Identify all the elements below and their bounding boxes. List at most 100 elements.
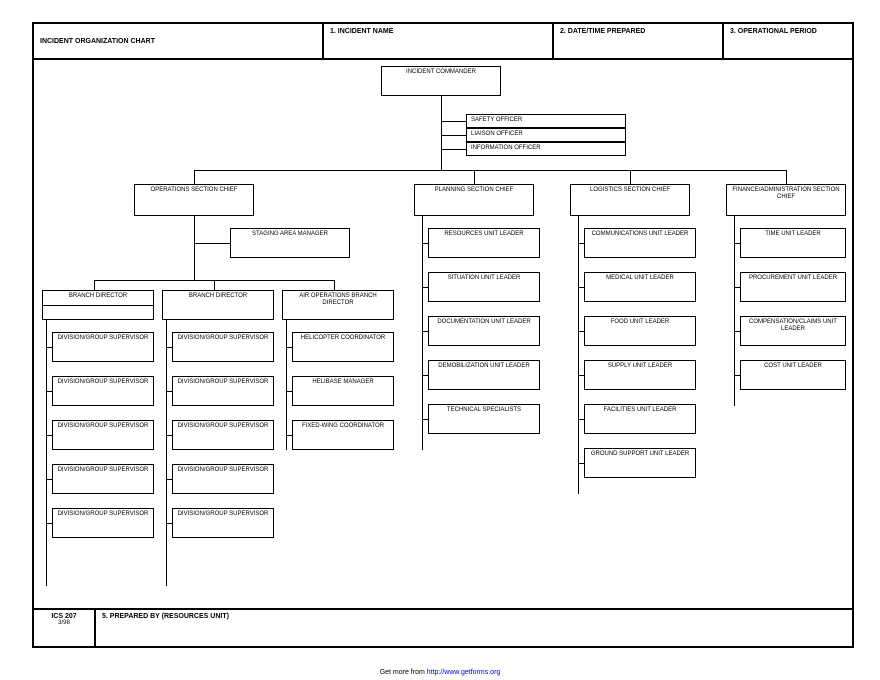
- box-demob: DEMOBILIZATION UNIT LEADER: [428, 360, 540, 390]
- box-finance-chief: FINANCE/ADMINISTRATION SECTION CHIEF: [726, 184, 846, 216]
- box-div-1-1: DIVISION/GROUP SUPERVISOR: [52, 332, 154, 362]
- lbl-procurement: PROCUREMENT UNIT LEADER: [743, 275, 843, 282]
- caption-prefix: Get more from: [380, 669, 427, 676]
- box-cost: COST UNIT LEADER: [740, 360, 846, 390]
- connector: [46, 523, 52, 524]
- box-div-2-4: DIVISION/GROUP SUPERVISOR: [172, 464, 274, 494]
- connector: [734, 375, 740, 376]
- box-heli-coord: HELICOPTER COORDINATOR: [292, 332, 394, 362]
- lbl-air-ops: AIR OPERATIONS BRANCH DIRECTOR: [285, 293, 391, 307]
- page-caption: Get more from http://www.getforms.org: [0, 669, 880, 676]
- lbl-tech: TECHNICAL SPECIALISTS: [431, 407, 537, 414]
- caption-link[interactable]: http://www.getforms.org: [427, 669, 501, 676]
- lbl-branch-dir-1: BRANCH DIRECTOR: [45, 293, 151, 300]
- connector: [46, 347, 52, 348]
- box-div-1-4: DIVISION/GROUP SUPERVISOR: [52, 464, 154, 494]
- box-div-2-2: DIVISION/GROUP SUPERVISOR: [172, 376, 274, 406]
- connector: [441, 135, 466, 136]
- connector: [94, 280, 95, 290]
- connector: [578, 375, 584, 376]
- box-incident-commander: INCIDENT COMMANDER: [381, 66, 501, 96]
- lbl-div: DIVISION/GROUP SUPERVISOR: [55, 467, 151, 474]
- connector: [422, 243, 428, 244]
- box-tech: TECHNICAL SPECIALISTS: [428, 404, 540, 434]
- connector: [734, 216, 735, 406]
- connector: [286, 391, 292, 392]
- lbl-fixed-wing: FIXED-WING COORDINATOR: [295, 423, 391, 430]
- box-information-officer: INFORMATION OFFICER: [466, 142, 626, 156]
- lbl-planning-chief: PLANNING SECTION CHIEF: [417, 187, 531, 194]
- box-food: FOOD UNIT LEADER: [584, 316, 696, 346]
- box-div-2-5: DIVISION/GROUP SUPERVISOR: [172, 508, 274, 538]
- connector: [578, 287, 584, 288]
- box-liaison-officer: LIAISON OFFICER: [466, 128, 626, 142]
- lbl-facilities: FACILITIES UNIT LEADER: [587, 407, 693, 414]
- lbl-food: FOOD UNIT LEADER: [587, 319, 693, 326]
- box-div-1-3: DIVISION/GROUP SUPERVISOR: [52, 420, 154, 450]
- lbl-ops-chief: OPERATIONS SECTION CHIEF: [137, 187, 251, 194]
- connector: [422, 419, 428, 420]
- field-incident-name: 1. INCIDENT NAME: [324, 24, 554, 58]
- lbl-logistics-chief: LOGISTICS SECTION CHIEF: [573, 187, 687, 194]
- box-div-2-3: DIVISION/GROUP SUPERVISOR: [172, 420, 274, 450]
- connector: [734, 243, 740, 244]
- connector: [46, 320, 47, 586]
- box-medical: MEDICAL UNIT LEADER: [584, 272, 696, 302]
- lbl-time: TIME UNIT LEADER: [743, 231, 843, 238]
- lbl-div: DIVISION/GROUP SUPERVISOR: [55, 335, 151, 342]
- lbl-comms: COMMUNICATIONS UNIT LEADER: [587, 231, 693, 238]
- box-situation: SITUATION UNIT LEADER: [428, 272, 540, 302]
- box-div-1-2: DIVISION/GROUP SUPERVISOR: [52, 376, 154, 406]
- connector: [422, 331, 428, 332]
- org-chart-canvas: INCIDENT COMMANDER SAFETY OFFICER LIAISO…: [34, 60, 852, 608]
- box-ground: GROUND SUPPORT UNIT LEADER: [584, 448, 696, 478]
- connector: [166, 347, 172, 348]
- box-procurement: PROCUREMENT UNIT LEADER: [740, 272, 846, 302]
- connector: [166, 435, 172, 436]
- lbl-liaison-officer: LIAISON OFFICER: [471, 131, 623, 138]
- box-helibase: HELIBASE MANAGER: [292, 376, 394, 406]
- lbl-div: DIVISION/GROUP SUPERVISOR: [175, 511, 271, 518]
- connector: [422, 287, 428, 288]
- connector: [786, 170, 787, 184]
- connector: [578, 216, 579, 494]
- box-facilities: FACILITIES UNIT LEADER: [584, 404, 696, 434]
- box-time: TIME UNIT LEADER: [740, 228, 846, 258]
- box-safety-officer: SAFETY OFFICER: [466, 114, 626, 128]
- ics-number: ICS 207: [51, 613, 76, 620]
- connector: [286, 435, 292, 436]
- box-supply: SUPPLY UNIT LEADER: [584, 360, 696, 390]
- box-compensation: COMPENSATION/CLAIMS UNIT LEADER: [740, 316, 846, 346]
- lbl-incident-commander: INCIDENT COMMANDER: [384, 69, 498, 76]
- form-title: INCIDENT ORGANIZATION CHART: [34, 24, 324, 58]
- lbl-div: DIVISION/GROUP SUPERVISOR: [175, 335, 271, 342]
- box-ops-chief: OPERATIONS SECTION CHIEF: [134, 184, 254, 216]
- lbl-documentation: DOCUMENTATION UNIT LEADER: [431, 319, 537, 326]
- connector: [630, 170, 631, 184]
- connector: [334, 280, 335, 290]
- lbl-compensation: COMPENSATION/CLAIMS UNIT LEADER: [743, 319, 843, 333]
- lbl-cost: COST UNIT LEADER: [743, 363, 843, 370]
- connector: [214, 280, 215, 290]
- box-fixed-wing: FIXED-WING COORDINATOR: [292, 420, 394, 450]
- lbl-helibase: HELIBASE MANAGER: [295, 379, 391, 386]
- connector: [441, 121, 466, 122]
- footer-row: ICS 207 3/98 5. PREPARED BY (RESOURCES U…: [34, 608, 852, 648]
- box-div-1-5: DIVISION/GROUP SUPERVISOR: [52, 508, 154, 538]
- connector: [194, 243, 230, 244]
- connector: [46, 391, 52, 392]
- connector: [166, 320, 167, 586]
- lbl-branch-dir-2: BRANCH DIRECTOR: [165, 293, 271, 300]
- box-staging: STAGING AREA MANAGER: [230, 228, 350, 258]
- lbl-div: DIVISION/GROUP SUPERVISOR: [175, 379, 271, 386]
- lbl-demob: DEMOBILIZATION UNIT LEADER: [431, 363, 537, 370]
- lbl-resources: RESOURCES UNIT LEADER: [431, 231, 537, 238]
- lbl-staging: STAGING AREA MANAGER: [233, 231, 347, 238]
- connector: [194, 170, 195, 184]
- lbl-situation: SITUATION UNIT LEADER: [431, 275, 537, 282]
- connector: [194, 216, 195, 280]
- connector: [46, 479, 52, 480]
- lbl-div: DIVISION/GROUP SUPERVISOR: [175, 423, 271, 430]
- page-frame: INCIDENT ORGANIZATION CHART 1. INCIDENT …: [32, 22, 854, 648]
- connector: [46, 435, 52, 436]
